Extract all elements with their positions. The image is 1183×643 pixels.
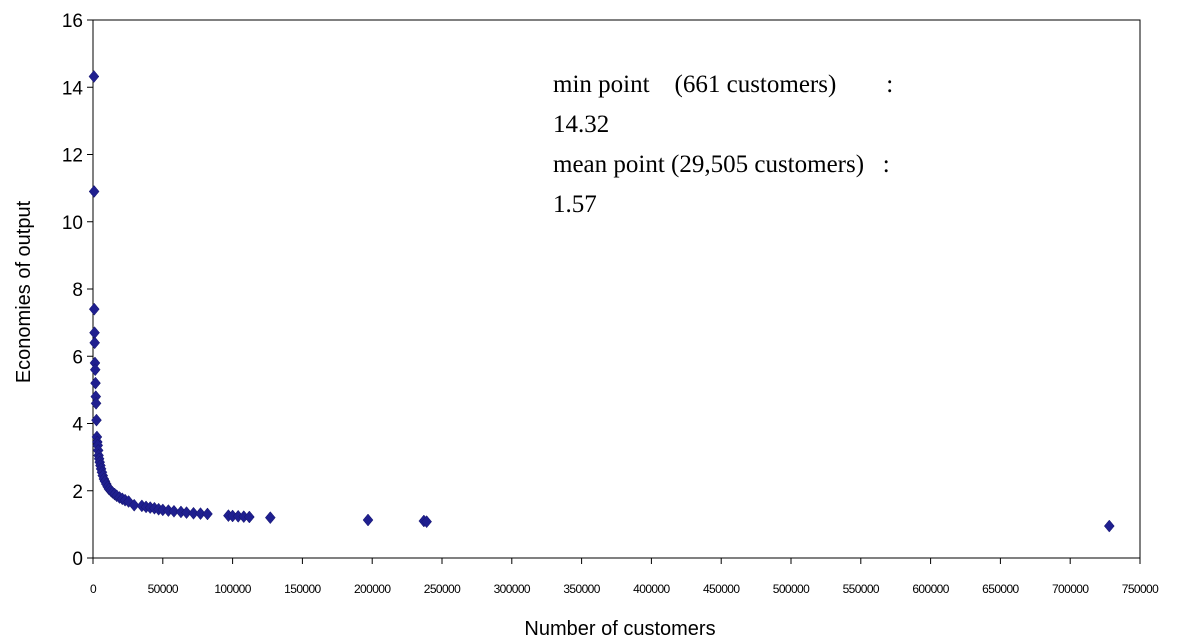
- y-axis-label: Economies of output: [13, 200, 35, 383]
- x-tick-label: 500000: [773, 582, 810, 596]
- annotation-block: min point (661 customers) : 14.32 mean p…: [553, 71, 893, 218]
- y-tick-label: 12: [62, 146, 83, 167]
- annotation-line-4: 1.57: [553, 191, 597, 218]
- x-tick-label: 750000: [1122, 582, 1159, 596]
- y-tick-label: 6: [72, 347, 83, 368]
- x-tick-label: 700000: [1052, 582, 1089, 596]
- x-tick-label: 400000: [633, 582, 670, 596]
- x-tick-label: 200000: [354, 582, 391, 596]
- x-axis-label: Number of customers: [524, 618, 715, 640]
- x-axis: 0 50000 100000 150000 200000 250000 300000 3500…: [90, 558, 1159, 596]
- annotation-line-1: min point (661 customers) :: [553, 71, 893, 98]
- plot-border: [93, 20, 1140, 558]
- data-point: [89, 70, 99, 82]
- x-tick-label: 550000: [843, 582, 880, 596]
- data-point: [202, 508, 212, 520]
- x-tick-label: 450000: [703, 582, 740, 596]
- x-tick-label: 150000: [284, 582, 321, 596]
- data-point: [265, 512, 275, 524]
- x-tick-label: 300000: [494, 582, 531, 596]
- data-point: [89, 185, 99, 197]
- x-tick-label: 100000: [214, 582, 251, 596]
- data-point: [89, 303, 99, 315]
- x-tick-label: 0: [90, 582, 97, 596]
- data-point: [90, 337, 100, 349]
- y-tick-label: 16: [62, 11, 83, 32]
- y-tick-label: 2: [72, 482, 83, 503]
- x-tick-label: 250000: [424, 582, 461, 596]
- x-tick-label: 50000: [148, 582, 179, 596]
- x-tick-label: 600000: [912, 582, 949, 596]
- plot-area: [93, 20, 1140, 558]
- y-tick-label: 4: [72, 415, 83, 436]
- y-tick-label: 0: [72, 549, 83, 570]
- annotation-line-3: mean point (29,505 customers) :: [553, 151, 890, 178]
- data-points: [89, 70, 1114, 532]
- x-tick-label: 650000: [982, 582, 1019, 596]
- y-tick-label: 14: [62, 78, 84, 99]
- data-point: [91, 377, 101, 389]
- x-tick-label: 350000: [563, 582, 600, 596]
- y-tick-label: 8: [72, 280, 83, 301]
- y-tick-label: 10: [62, 213, 83, 234]
- y-axis: 0 2 4 6 8 10 12 14 16: [62, 11, 93, 570]
- data-point: [1104, 520, 1114, 532]
- data-point: [363, 514, 373, 526]
- annotation-line-2: 14.32: [553, 111, 609, 138]
